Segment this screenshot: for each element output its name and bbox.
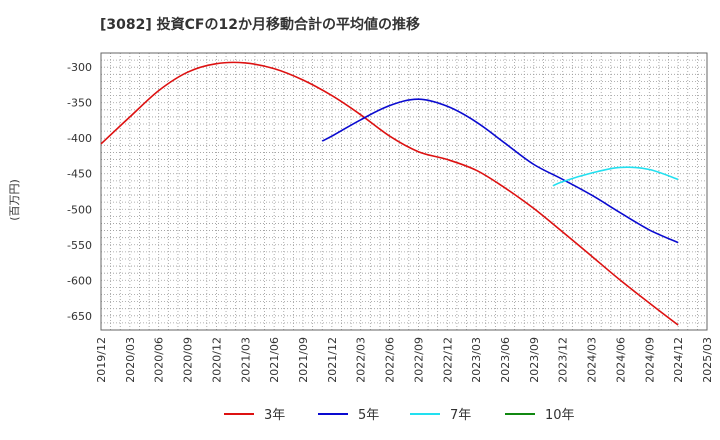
x-tick-label: 2023/06 xyxy=(499,337,512,383)
x-tick-label: 2022/12 xyxy=(441,337,454,383)
x-tick-label: 2020/09 xyxy=(182,337,195,383)
x-tick-label: 2024/03 xyxy=(586,337,599,383)
x-tick-label: 2020/03 xyxy=(124,337,137,383)
x-tick-label: 2023/03 xyxy=(470,337,483,383)
x-tick-label: 2024/06 xyxy=(614,337,627,383)
grid-lines xyxy=(101,53,707,330)
x-tick-label: 2021/12 xyxy=(326,337,339,383)
plot-background xyxy=(101,53,707,330)
y-tick-label: -500 xyxy=(67,203,92,216)
series-line-2 xyxy=(552,166,679,187)
series-line-1 xyxy=(321,98,679,244)
x-tick-label: 2021/03 xyxy=(239,337,252,383)
y-tick-label: -650 xyxy=(67,310,92,323)
x-tick-label: 2023/12 xyxy=(557,337,570,383)
plot-frame xyxy=(100,52,708,331)
x-axis-ticks: 2019/12 2020/03 2020/06 2020/09 2020/12 2021/… xyxy=(95,337,714,383)
y-axis-label: (百万円) xyxy=(8,179,21,221)
x-tick-label: 2024/09 xyxy=(643,337,656,383)
x-tick-label: 2021/06 xyxy=(268,337,281,383)
legend-label-2: 7年 xyxy=(450,408,471,423)
y-axis-ticks: -300 -350 -400 -450 -500 -550 -600 -650 xyxy=(67,61,92,323)
chart-title: [3082] 投資CFの12か月移動合計の平均値の推移 xyxy=(100,17,420,33)
x-tick-label: 2023/09 xyxy=(528,337,541,383)
y-tick-label: -400 xyxy=(67,132,92,145)
y-tick-label: -600 xyxy=(67,274,92,287)
x-tick-label: 2020/06 xyxy=(153,337,166,383)
x-tick-label: 2022/06 xyxy=(384,337,397,383)
y-tick-label: -450 xyxy=(67,168,92,181)
y-tick-label: -300 xyxy=(67,61,92,74)
x-tick-label: 2024/12 xyxy=(672,337,685,383)
y-tick-label: -550 xyxy=(67,239,92,252)
series-lines xyxy=(100,61,679,326)
legend: 3年 5年 7年 10年 xyxy=(224,408,575,423)
x-tick-label: 2021/09 xyxy=(297,337,310,383)
legend-label-0: 3年 xyxy=(264,408,285,423)
x-tick-label: 2020/12 xyxy=(210,337,223,383)
legend-label-1: 5年 xyxy=(358,408,379,423)
y-tick-label: -350 xyxy=(67,97,92,110)
x-tick-label: 2025/03 xyxy=(701,337,714,383)
x-tick-label: 2019/12 xyxy=(95,337,108,383)
x-tick-label: 2022/09 xyxy=(412,337,425,383)
legend-label-3: 10年 xyxy=(545,408,575,423)
series-line-0 xyxy=(100,61,679,326)
x-tick-label: 2022/03 xyxy=(355,337,368,383)
